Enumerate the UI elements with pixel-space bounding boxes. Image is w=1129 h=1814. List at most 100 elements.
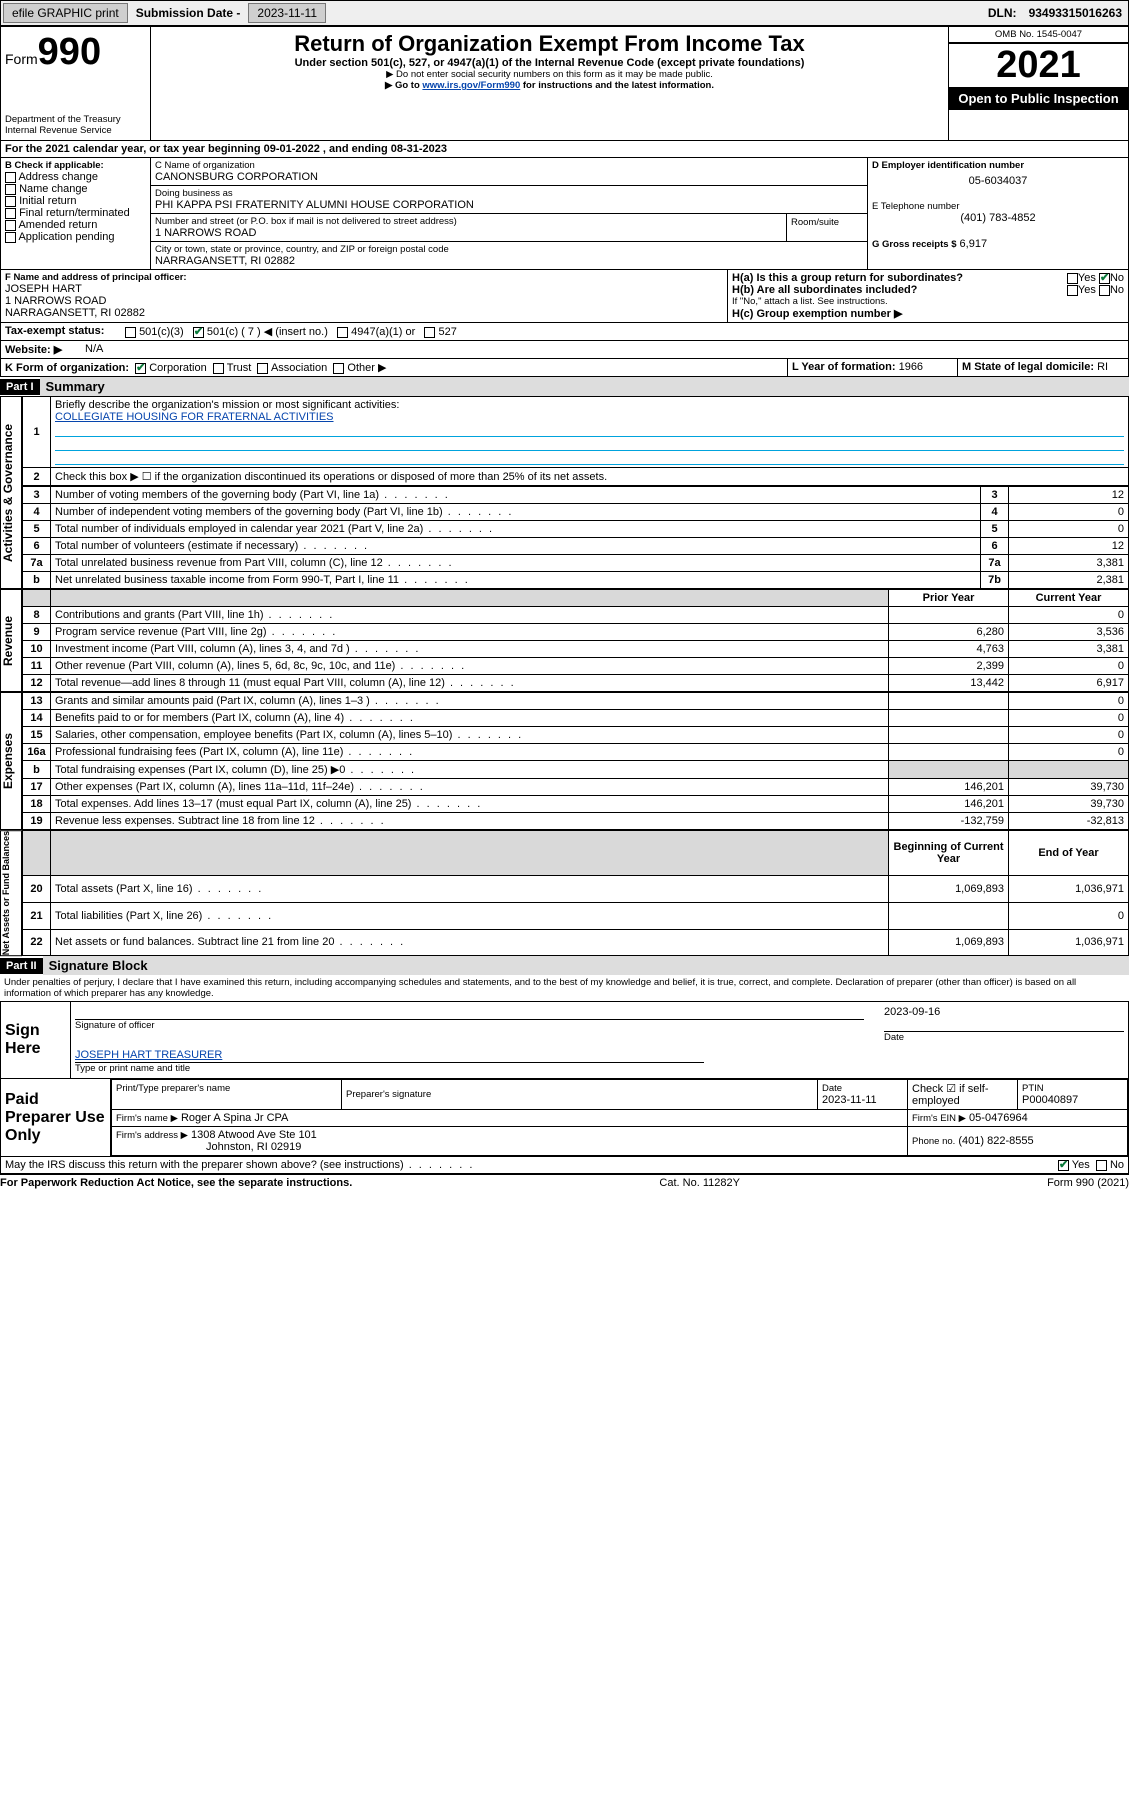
check-501c[interactable] xyxy=(193,327,204,338)
table-row: 4Number of independent voting members of… xyxy=(23,504,1129,521)
ein-value: 05-6034037 xyxy=(872,171,1124,191)
officer-name: JOSEPH HART xyxy=(5,283,723,295)
subtitle-2: ▶ Do not enter social security numbers o… xyxy=(155,69,944,80)
pp-date-value: 2023-11-11 xyxy=(822,1094,903,1106)
discuss-yes[interactable] xyxy=(1058,1160,1069,1171)
tax-year: 2021 xyxy=(949,43,1128,87)
submission-label: Submission Date - xyxy=(130,4,247,22)
paperwork-notice: For Paperwork Reduction Act Notice, see … xyxy=(0,1177,352,1189)
state-domicile: RI xyxy=(1097,361,1108,373)
gross-receipts: 6,917 xyxy=(960,238,988,250)
g-label: G Gross receipts $ xyxy=(872,239,956,250)
k-label: K Form of organization: xyxy=(5,362,129,374)
check-final-return[interactable]: Final return/terminated xyxy=(5,207,146,219)
part2-title: Signature Block xyxy=(43,956,1129,975)
table-row: 8Contributions and grants (Part VIII, li… xyxy=(23,607,1129,624)
open-inspection: Open to Public Inspection xyxy=(949,87,1128,110)
omb-number: OMB No. 1545-0047 xyxy=(949,27,1128,43)
dln-label: DLN: xyxy=(982,4,1023,22)
ha-no[interactable] xyxy=(1099,273,1110,284)
check-initial-return[interactable]: Initial return xyxy=(5,195,146,207)
check-amended-return[interactable]: Amended return xyxy=(5,219,146,231)
form-number: Form990 xyxy=(5,31,146,74)
side-expenses: Expenses xyxy=(0,692,22,830)
website-value: N/A xyxy=(81,341,1128,358)
check-assoc[interactable] xyxy=(257,363,268,374)
check-501c3[interactable] xyxy=(125,327,136,338)
q1-text: Briefly describe the organization's miss… xyxy=(55,399,1124,411)
table-row: 6Total number of volunteers (estimate if… xyxy=(23,538,1129,555)
ptin-value: P00040897 xyxy=(1022,1094,1123,1106)
tax-year-line: For the 2021 calendar year, or tax year … xyxy=(0,141,1129,158)
phone-value: (401) 822-8555 xyxy=(958,1135,1033,1147)
form-footer: Form 990 (2021) xyxy=(1047,1177,1129,1189)
hb-yes[interactable] xyxy=(1067,285,1078,296)
table-row: 9Program service revenue (Part VIII, lin… xyxy=(23,624,1129,641)
top-bar: efile GRAPHIC print Submission Date - 20… xyxy=(0,0,1129,26)
org-name: CANONSBURG CORPORATION xyxy=(155,171,863,183)
revenue-table: 8Contributions and grants (Part VIII, li… xyxy=(23,607,1129,692)
pp-self-employed[interactable]: Check ☑ if self-employed xyxy=(908,1080,1018,1110)
check-corp[interactable] xyxy=(135,363,146,374)
hb-no[interactable] xyxy=(1099,285,1110,296)
table-row: 3Number of voting members of the governi… xyxy=(23,487,1129,504)
street-address: 1 NARROWS ROAD xyxy=(155,227,782,239)
check-4947[interactable] xyxy=(337,327,348,338)
type-name-label: Type or print name and title xyxy=(75,1063,1124,1074)
check-address-change[interactable]: Address change xyxy=(5,171,146,183)
irs-label: Internal Revenue Service xyxy=(5,125,146,136)
m-label: M State of legal domicile: xyxy=(962,361,1094,373)
check-application-pending[interactable]: Application pending xyxy=(5,231,146,243)
telephone: (401) 783-4852 xyxy=(872,212,1124,224)
submission-date: 2023-11-11 xyxy=(248,3,326,23)
check-name-change[interactable]: Name change xyxy=(5,183,146,195)
pp-date-label: Date xyxy=(822,1083,903,1094)
declaration-text: Under penalties of perjury, I declare th… xyxy=(0,975,1129,1001)
table-row: 7aTotal unrelated business revenue from … xyxy=(23,555,1129,572)
table-row: bNet unrelated business taxable income f… xyxy=(23,572,1129,589)
ha-yes[interactable] xyxy=(1067,273,1078,284)
table-row: 18Total expenses. Add lines 13–17 (must … xyxy=(23,796,1129,813)
sign-here-label: Sign Here xyxy=(1,1002,71,1078)
table-row: 12Total revenue—add lines 8 through 11 (… xyxy=(23,675,1129,692)
c-label: C Name of organization xyxy=(155,160,863,171)
check-other[interactable] xyxy=(333,363,344,374)
officer-addr1: 1 NARROWS ROAD xyxy=(5,295,723,307)
part1-title: Summary xyxy=(40,377,1129,396)
governance-table: 3Number of voting members of the governi… xyxy=(22,486,1129,589)
check-trust[interactable] xyxy=(213,363,224,374)
expenses-table: 13Grants and similar amounts paid (Part … xyxy=(22,692,1129,830)
l-label: L Year of formation: xyxy=(792,361,896,373)
form990-link[interactable]: www.irs.gov/Form990 xyxy=(422,80,520,91)
col-current: Current Year xyxy=(1009,590,1129,607)
part1-header: Part I xyxy=(0,379,40,395)
check-527[interactable] xyxy=(424,327,435,338)
net-assets-table: 20Total assets (Part X, line 16)1,069,89… xyxy=(23,876,1129,956)
firm-name: Roger A Spina Jr CPA xyxy=(181,1112,288,1124)
j-label: Website: ▶ xyxy=(5,344,62,356)
firm-name-label: Firm's name ▶ xyxy=(116,1113,178,1124)
firm-ein: 05-0476964 xyxy=(969,1112,1028,1124)
col-beginning: Beginning of Current Year xyxy=(889,831,1009,876)
officer-addr2: NARRAGANSETT, RI 02882 xyxy=(5,307,723,319)
city-state-zip: NARRAGANSETT, RI 02882 xyxy=(155,255,863,267)
dept-treasury: Department of the Treasury xyxy=(5,114,146,125)
form-header: Form990 Department of the Treasury Inter… xyxy=(0,26,1129,141)
subtitle-1: Under section 501(c), 527, or 4947(a)(1)… xyxy=(155,57,944,69)
sig-officer-label: Signature of officer xyxy=(75,1020,864,1031)
hb-note: If "No," attach a list. See instructions… xyxy=(732,296,1124,307)
room-label: Room/suite xyxy=(791,217,839,228)
sig-date-label: Date xyxy=(884,1032,1124,1043)
table-row: bTotal fundraising expenses (Part IX, co… xyxy=(23,761,1129,779)
ha-line: H(a) Is this a group return for subordin… xyxy=(732,272,1124,284)
efile-button[interactable]: efile GRAPHIC print xyxy=(3,3,128,23)
table-row: 19Revenue less expenses. Subtract line 1… xyxy=(23,813,1129,830)
hb-line: H(b) Are all subordinates included? Yes … xyxy=(732,284,1124,296)
discuss-no[interactable] xyxy=(1096,1160,1107,1171)
cat-number: Cat. No. 11282Y xyxy=(352,1177,1047,1189)
d-label: D Employer identification number xyxy=(872,160,1124,171)
q2-text: Check this box ▶ ☐ if the organization d… xyxy=(51,468,1129,486)
firm-addr1: 1308 Atwood Ave Ste 101 xyxy=(191,1129,317,1141)
form-title: Return of Organization Exempt From Incom… xyxy=(155,31,944,57)
ptin-label: PTIN xyxy=(1022,1083,1123,1094)
